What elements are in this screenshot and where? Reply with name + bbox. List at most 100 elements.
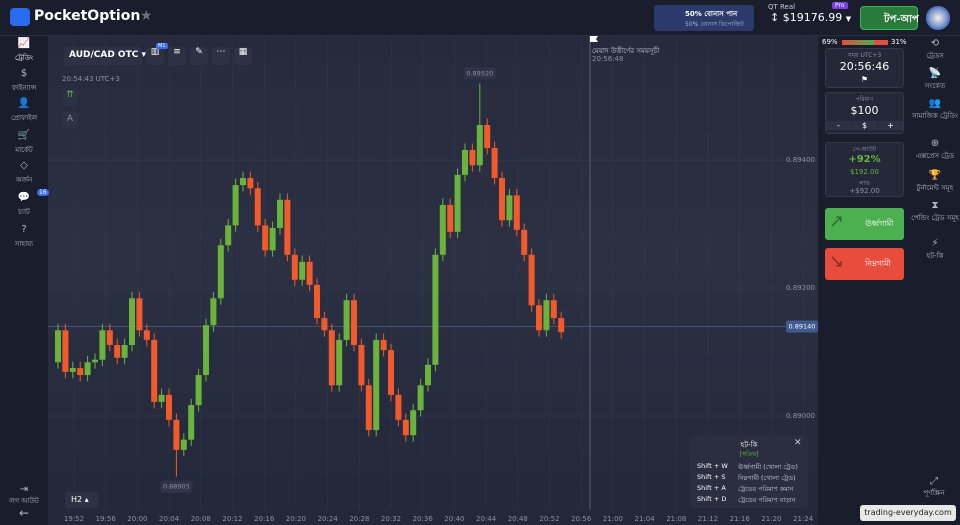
plus-button[interactable]: + — [878, 121, 903, 130]
layout-button[interactable]: ▦ — [234, 47, 252, 65]
payout-label: পে-আউট — [852, 146, 877, 153]
candle-body — [69, 368, 76, 372]
expiry-time: 20:56:48 — [592, 55, 624, 63]
dropdown: ▼ — [845, 15, 852, 23]
nav-icon[interactable]: ◇ — [20, 160, 28, 171]
collapse[interactable]: ← — [18, 506, 30, 520]
candle-body — [469, 149, 476, 166]
x-tick-label: 21:08 — [666, 515, 686, 523]
y-tick-label: 0.89200 — [786, 284, 815, 292]
candle-body — [84, 362, 91, 376]
drawing-button[interactable]: ✎ — [190, 47, 208, 65]
y-tick-label: 0.89400 — [786, 156, 815, 164]
bonus-banner[interactable] — [654, 5, 754, 31]
candle-body — [306, 261, 313, 285]
nav-icon[interactable]: ⟲ — [930, 38, 940, 49]
indicators-button[interactable]: ≡ — [168, 47, 186, 65]
logo-icon[interactable] — [10, 8, 30, 26]
up-button[interactable]: ঊর্ধ্বগামী — [825, 208, 904, 240]
nav-label: পেন্ডিং ট্রেড সমূহ — [911, 214, 959, 222]
nav-icon[interactable]: 🛒 — [17, 130, 31, 141]
expiry-label: মেয়াদ উত্তীর্ণের সময়সূচী — [592, 47, 660, 55]
payout-box — [825, 142, 904, 197]
logout-label: লগ আউট — [9, 497, 39, 505]
asset-selector[interactable]: AUD/CAD OTC ▾ — [64, 47, 146, 65]
logo[interactable]: PocketOption — [34, 8, 141, 24]
fullscreen[interactable]: ⤢ পূর্ণস্ক্রিন — [910, 476, 958, 499]
down-button[interactable]: নিম্নগামী — [825, 248, 904, 280]
x-tick-label: 20:48 — [508, 515, 528, 523]
nav-label: অর্জন — [15, 176, 33, 184]
close-button[interactable]: ✕ — [794, 438, 802, 448]
nav-icon[interactable]: 👤 — [17, 98, 31, 109]
candle-body — [558, 318, 565, 333]
candle-body — [454, 174, 461, 232]
candle-body — [462, 149, 468, 175]
balance[interactable]: ↕ $19176.99 ▼ — [770, 11, 851, 24]
x-tick-label: 21:00 — [603, 515, 623, 523]
x-tick-label: 20:16 — [254, 515, 275, 523]
time-box[interactable] — [825, 48, 904, 88]
topup-button[interactable]: টপ-আপ — [860, 6, 919, 30]
x-tick-label: 20:04 — [159, 515, 180, 523]
avatar[interactable] — [926, 6, 950, 30]
nav-label: টুর্নামেন্ট সমূহ — [916, 184, 954, 192]
trades-toggle[interactable]: ⇈ — [62, 90, 78, 106]
favorite-star[interactable]: ★ — [140, 8, 153, 24]
nav-icon[interactable]: 👥 — [928, 98, 942, 109]
x-tick-label: 19:56 — [96, 515, 117, 523]
more-button[interactable]: ⋯ — [212, 47, 230, 65]
nav-icon[interactable]: 💬 — [17, 192, 31, 203]
nav-icon[interactable]: 📈 — [17, 38, 31, 49]
nav-icon[interactable]: ? — [21, 224, 27, 235]
nav-icon[interactable]: $ — [20, 68, 28, 79]
price-chart: 0.89000 0.89200 0.89400 19:52 19:56 20:00 20:0… — [48, 36, 818, 523]
candle-body — [136, 298, 143, 331]
x-tick-label: 21:04 — [635, 515, 656, 523]
candle-body — [351, 300, 357, 345]
nav-label: ফাইন্যান্স — [11, 84, 37, 92]
profit-label: লাভ — [859, 180, 870, 187]
candle-body — [121, 344, 128, 358]
payout: $192.00 — [850, 168, 879, 176]
hotkey-action: ট্রেডের পরিমাণ কমান — [738, 485, 794, 493]
amount-label: পরিমাণ — [855, 96, 874, 103]
profit: +$92.00 — [849, 187, 880, 195]
candle-body — [195, 375, 202, 406]
nav-icon[interactable]: ⚡ — [931, 238, 939, 249]
expiry-clock: 20:56:46 — [839, 60, 890, 73]
candle-body — [380, 339, 387, 351]
current-price-label: 0.89140 — [789, 322, 816, 330]
account-type[interactable]: QT Real — [768, 3, 796, 11]
candle-body — [92, 359, 98, 363]
nav-label: এক্সপ্রেস ট্রেড — [915, 152, 955, 160]
candle-body — [321, 318, 328, 331]
minus-button[interactable]: - — [826, 121, 851, 130]
logout[interactable]: ⇥ লগ আউট — [0, 484, 48, 507]
y-tick-label: 0.89000 — [786, 412, 815, 420]
timeframe-button[interactable]: H2 ▴ — [65, 492, 99, 508]
candle-body — [225, 225, 232, 246]
sentiment-up-bar — [842, 40, 874, 45]
text-tool[interactable]: A — [62, 112, 78, 128]
hotkeys-popup — [690, 436, 808, 508]
nav-label: মার্কেট — [15, 146, 33, 154]
candle-body — [343, 300, 350, 340]
arrows: ↕ — [770, 11, 783, 24]
candle-body — [410, 410, 417, 436]
x-tick-label: 20:52 — [539, 515, 559, 523]
x-tick-label: 21:12 — [698, 515, 718, 523]
currency-button[interactable]: $ — [852, 121, 877, 130]
nav-icon[interactable]: ⧗ — [931, 200, 939, 211]
nav-icon[interactable]: 🏆 — [928, 170, 942, 181]
nav-icon[interactable]: ⊕ — [930, 138, 940, 149]
bonus-subtitle: 50% বোনাস ডিপোজিট — [685, 21, 744, 28]
candle-body — [277, 199, 283, 228]
nav-icon[interactable]: 📡 — [928, 68, 942, 79]
candle-body — [106, 330, 113, 345]
candle-body — [536, 305, 542, 331]
chart-type-button[interactable]: ▥ — [146, 47, 164, 65]
candle-body — [388, 350, 394, 395]
bonus-title: 50% বোনাস পান — [685, 10, 738, 18]
candle-body — [232, 185, 239, 226]
